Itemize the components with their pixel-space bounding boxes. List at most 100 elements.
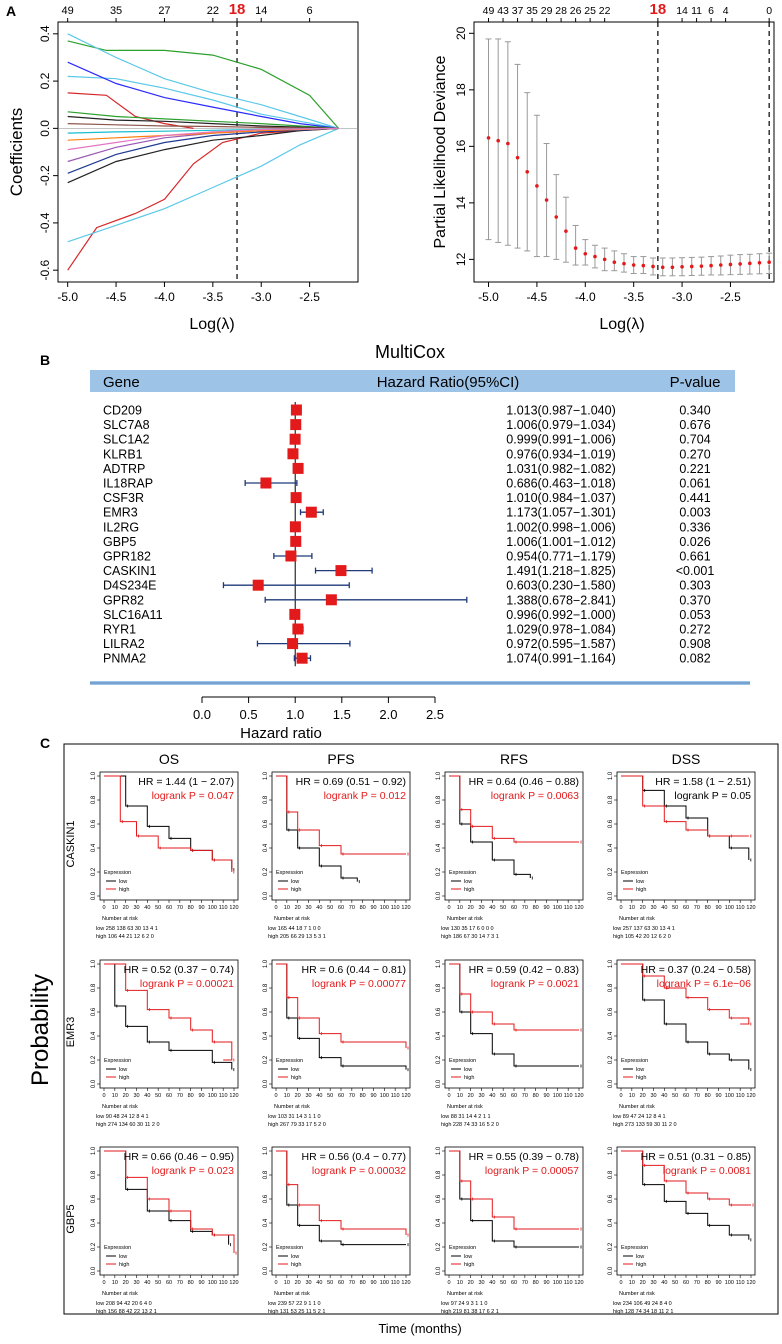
top-tick-label: 27 <box>158 5 170 17</box>
x-tick-label: 60 <box>166 1280 172 1286</box>
gene-label: IL2RG <box>103 520 139 534</box>
risk-title: Number at risk <box>102 1104 138 1110</box>
legend-label-high: high <box>464 887 474 893</box>
top-tick-label: 14 <box>255 5 267 17</box>
x-tick-label: 60 <box>511 905 517 911</box>
x-tick-label: 10 <box>629 1093 635 1099</box>
logrank-text: logrank P = 0.0021 <box>491 978 579 990</box>
y-tick-label: 0.2 <box>608 1055 614 1064</box>
km-plot: 0.0 0.2 0.4 0.6 0.8 1.0 0 10 20 30 40 50 60 70 80 90 100… <box>608 771 756 940</box>
y-tick-label: 0.4 <box>608 1031 614 1040</box>
x-tick-label: 2.0 <box>379 707 397 722</box>
y-tick-label: 0.4 <box>263 843 269 852</box>
hr-ci-label: 1.010(0.984−1.037) <box>506 491 615 505</box>
y-tick-label: 0.0 <box>436 891 442 900</box>
deviance-point <box>535 184 539 188</box>
gene-label: KLRB1 <box>103 447 143 461</box>
risk-title: Number at risk <box>619 1104 655 1110</box>
deviance-point <box>767 260 771 265</box>
deviance-point <box>631 263 636 267</box>
risk-title: Number at risk <box>619 1291 655 1297</box>
hazard-ratio-text: HR = 0.66 (0.46 − 0.95) <box>124 1151 234 1163</box>
x-tick-label: 0 <box>447 1280 450 1286</box>
hazard-ratio-text: HR = 0.59 (0.42 − 0.83) <box>469 964 579 976</box>
x-tick-label: 120 <box>746 1093 755 1099</box>
x-tick-label: 10 <box>112 905 118 911</box>
km-plot: 0.0 0.2 0.4 0.6 0.8 1.0 0 10 20 30 40 50 60 70 80 90 100… <box>608 1146 756 1315</box>
y-tick-label: -0.6 <box>38 260 52 281</box>
header-band <box>90 370 735 392</box>
x-tick-label: 110 <box>564 1093 573 1099</box>
deviance-point <box>738 262 742 266</box>
legend-title: Expression <box>621 1058 648 1064</box>
deviance-point <box>612 260 617 265</box>
y-tick-label: 0.0 <box>263 1079 269 1088</box>
x-tick-label: 70 <box>177 1280 183 1286</box>
row-label: CASKIN1 <box>65 820 77 867</box>
hr-ci-label: 1.173(1.057−1.301) <box>506 506 615 520</box>
x-tick-label: 120 <box>229 1280 238 1286</box>
x-tick-label: 70 <box>349 1093 355 1099</box>
p-value-label: 0.053 <box>679 608 710 622</box>
coefficient-path <box>67 123 339 129</box>
x-tick-label: 60 <box>683 905 689 911</box>
x-tick-label: 110 <box>219 1280 228 1286</box>
x-tick-label: 0.0 <box>193 707 211 722</box>
x-tick-label: 30 <box>650 1093 656 1099</box>
top-tick-label: 35 <box>110 5 122 17</box>
risk-row-low: low 208 94 42 20 6 4 0 <box>96 1301 152 1307</box>
km-curve-high <box>104 775 233 872</box>
x-tick-label: 50 <box>327 1093 333 1099</box>
y-tick-label: 1.0 <box>436 959 442 968</box>
hazard-ratio-text: HR = 0.69 (0.51 − 0.92) <box>296 776 406 788</box>
x-tick-label: 0 <box>447 905 450 911</box>
hr-ci-label: 1.013(0.987−1.040) <box>506 404 615 418</box>
legend-title: Expression <box>276 1245 303 1251</box>
x-tick-label: -3.5 <box>623 290 644 304</box>
deviance-point <box>660 265 665 270</box>
km-plot: 0.0 0.2 0.4 0.6 0.8 1.0 0 10 20 30 40 50 60 70 80 90 100… <box>436 1146 584 1315</box>
deviance-point <box>496 138 500 143</box>
x-tick-label: 70 <box>349 905 355 911</box>
risk-row-low: low 97 24 9 3 1 1 0 <box>441 1301 487 1307</box>
legend-label-high: high <box>291 1262 301 1268</box>
x-tick-label: 60 <box>338 1093 344 1099</box>
x-tick-label: 100 <box>553 1280 562 1286</box>
legend-label-low: low <box>636 1254 644 1260</box>
logrank-text: logrank P = 0.023 <box>152 1165 235 1177</box>
x-tick-label: 80 <box>533 1093 539 1099</box>
x-tick-label: 120 <box>401 905 410 911</box>
x-tick-label: 80 <box>705 1280 711 1286</box>
x-tick-label: 70 <box>349 1280 355 1286</box>
risk-row-low: low 234 106 49 24 8 4 0 <box>613 1301 672 1307</box>
x-tick-label: 20 <box>295 905 301 911</box>
deviance-point <box>689 264 694 269</box>
km-curve-low <box>621 1150 750 1240</box>
x-tick-label: -4.5 <box>527 290 548 304</box>
deviance-point <box>728 262 733 267</box>
y-tick-label: 20 <box>454 26 468 40</box>
y-tick-label: 0.8 <box>263 983 269 992</box>
x-tick-label: 90 <box>370 1280 376 1286</box>
gene-label: GPR182 <box>103 550 151 564</box>
y-tick-label: 0.0 <box>608 1079 614 1088</box>
deviance-point <box>680 264 684 269</box>
x-tick-label: 30 <box>305 905 311 911</box>
x-axis-label: Log(λ) <box>189 316 234 333</box>
logrank-text: logrank P = 0.00021 <box>140 978 234 990</box>
x-tick-label: 110 <box>391 1093 400 1099</box>
x-tick-label: 20 <box>640 1280 646 1286</box>
gene-label: GPR82 <box>103 593 144 607</box>
x-tick-label: 40 <box>661 1280 667 1286</box>
coefficient-path <box>67 115 339 129</box>
deviance-point <box>641 263 646 268</box>
top-tick-label: 18 <box>229 1 246 18</box>
coefficient-path <box>67 92 194 129</box>
legend-label-high: high <box>119 1262 129 1268</box>
hr-ci-label: 1.031(0.982−1.082) <box>506 462 615 476</box>
x-tick-label: 0 <box>102 1093 105 1099</box>
logrank-text: logrank P = 0.00057 <box>485 1165 579 1177</box>
y-tick-label: 0.2 <box>91 867 97 876</box>
y-tick-label: 0.2 <box>608 1242 614 1251</box>
x-axis-label: Log(λ) <box>599 316 644 333</box>
